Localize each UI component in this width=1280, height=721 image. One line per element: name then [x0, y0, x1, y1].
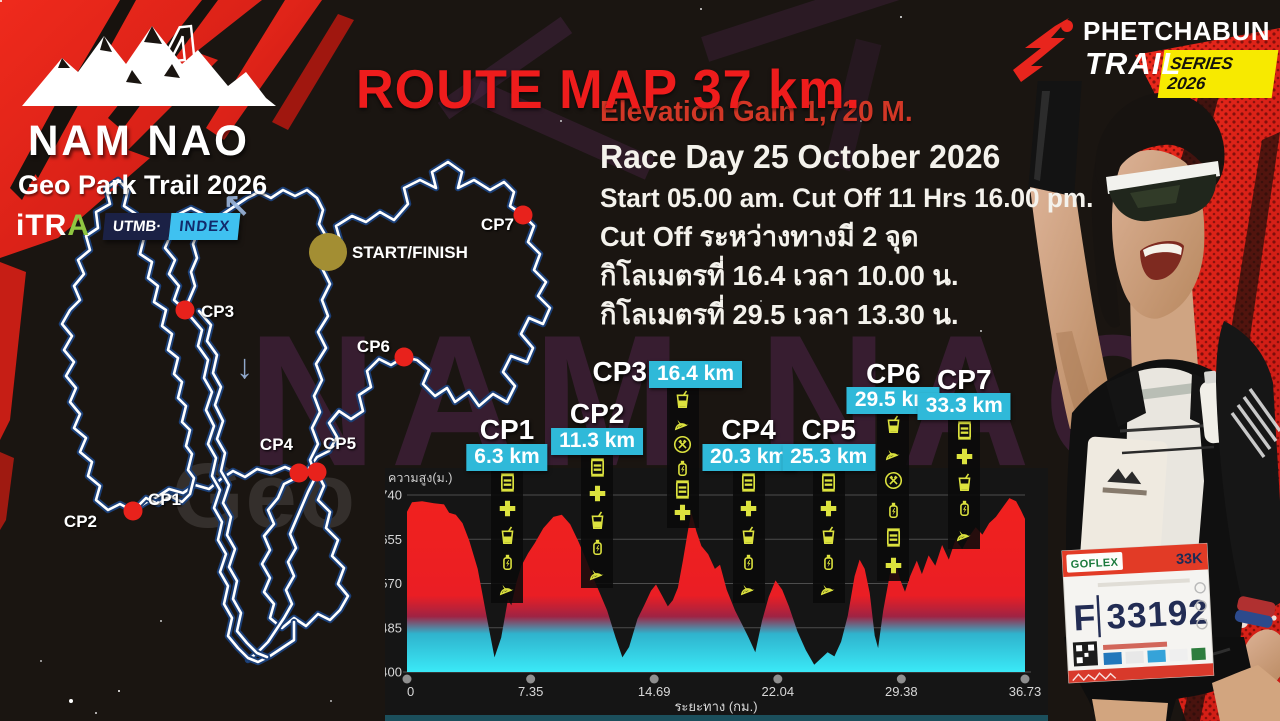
map-label-cp5: CP5: [323, 434, 356, 453]
x-tick-dot-2: [649, 674, 659, 684]
map-label-cp1: CP1: [148, 490, 181, 509]
race-bib: GOFLEX 33K F 33192: [1061, 542, 1215, 684]
cutoff-thai-3: กิโลเมตรที่ 29.5 เวลา 13.30 น.: [600, 299, 959, 331]
route-line-3: [188, 314, 296, 664]
pocket-logo: [1107, 468, 1142, 485]
y-tick-740: 740: [385, 488, 402, 503]
route-line-4: [197, 309, 269, 659]
y-tick-570: 570: [385, 576, 402, 591]
map-marker-cp4: [289, 463, 309, 483]
map-marker-cp1: [123, 501, 143, 521]
map-label-cp6: CP6: [357, 337, 390, 356]
x-axis-title: ระยะทาง (กม.): [674, 699, 757, 714]
series-name: PHETCHABUN: [1083, 16, 1270, 46]
map-marker-cp3: [175, 300, 195, 320]
x-tick-dot-4: [896, 674, 906, 684]
chart-bottom-strip: [385, 715, 1048, 721]
runner-icon: [1013, 18, 1073, 82]
y-tick-655: 655: [385, 532, 402, 547]
x-tick-5: 36.73: [1009, 684, 1042, 699]
sunglasses-frame: [1106, 161, 1220, 194]
right-thigh: [1212, 665, 1280, 721]
utmb-index-badge: UTMB· INDEX: [102, 212, 241, 240]
bib-brand: GOFLEX: [1070, 557, 1118, 571]
start-finish-marker: [309, 233, 347, 271]
map-label-cp7: CP7: [481, 215, 514, 234]
series-trail-label: TRAIL: [1085, 46, 1182, 81]
race-day: Race Day 25 October 2026: [600, 138, 1001, 175]
start-cutoff: Start 05.00 am. Cut Off 11 Hrs 16.00 pm.: [600, 183, 1094, 213]
x-tick-1: 7.35: [518, 684, 543, 699]
elevation-chart: 740 655 570 485 400 0 7.35 14.69 22.04 29.38 36.73…: [380, 471, 1048, 721]
x-tick-dot-5: [1020, 674, 1030, 684]
race-info: Elevation Gain 1,720 M. Race Day 25 Octo…: [600, 96, 1093, 331]
map-marker-cp6: [394, 347, 414, 367]
speckles: [0, 0, 2, 2]
map-label-cp4: CP4: [260, 435, 294, 454]
x-tick-dot-0: [402, 674, 412, 684]
start-finish-label: START/FINISH: [352, 243, 468, 262]
x-tick-0: 0: [407, 684, 414, 699]
route-line-6: [163, 206, 205, 312]
hair: [1095, 92, 1225, 189]
far-arm-sleeve: [1216, 321, 1280, 623]
y-axis-title: ความสูง(ม.): [388, 471, 452, 486]
route-line-1: [260, 470, 350, 630]
cutoff-thai-2: กิโลเมตรที่ 16.4 เวลา 10.00 น.: [600, 260, 959, 292]
x-tick-3: 22.04: [762, 684, 795, 699]
map-label-cp2: CP2: [64, 512, 97, 531]
page-title: ROUTE MAP 37 km.: [356, 57, 861, 120]
mountain-logo: 4: [22, 8, 276, 106]
bib-prefix: F: [1072, 596, 1096, 638]
utmb-label: UTMB·: [102, 212, 172, 240]
itra-logo: iTRA: [16, 209, 90, 242]
runner-photo: GOFLEX 33K F 33192: [1028, 81, 1280, 721]
bib-number: 33192: [1106, 592, 1210, 636]
x-tick-4: 29.38: [885, 684, 918, 699]
elevation-area: [407, 498, 1025, 672]
elevation-gain: Elevation Gain 1,720 M.: [600, 96, 913, 128]
route-line-7: [197, 188, 330, 254]
chest-pocket: [1080, 436, 1168, 564]
map-marker-cp7: [513, 205, 533, 225]
x-tick-2: 14.69: [638, 684, 671, 699]
x-tick-dot-1: [526, 674, 536, 684]
cutoff-thai-1: Cut Off ระหว่างทางมี 2 จุด: [600, 221, 919, 252]
index-label: INDEX: [168, 212, 241, 240]
qr-code: [1072, 641, 1099, 667]
elevation-chart-panel: 740 655 570 485 400 0 7.35 14.69 22.04 29.38 36.73…: [380, 468, 1048, 721]
event-subtitle: Geo Park Trail 2026: [18, 170, 268, 200]
y-tick-485: 485: [385, 620, 402, 635]
mountain-icon: [22, 26, 276, 106]
raised-arm: [1030, 187, 1110, 429]
map-label-cp3: CP3: [201, 302, 234, 321]
y-tick-400: 400: [385, 665, 402, 680]
event-logo: 4 NAM NAO Geo Park Trail 2026 iTRA UTMB·…: [14, 6, 314, 243]
map-marker-cp5: [307, 462, 327, 482]
x-tick-dot-3: [773, 674, 783, 684]
route-line-5: [60, 178, 196, 513]
bib-category: 33K: [1176, 551, 1204, 568]
event-title: NAM NAO: [28, 117, 250, 165]
series-logo: PHETCHABUN SERIES 2026 TRAIL: [1005, 10, 1279, 100]
direction-arrow-1: ↓: [236, 348, 253, 386]
route-line-0: [131, 160, 552, 513]
left-thigh: [1092, 699, 1168, 721]
